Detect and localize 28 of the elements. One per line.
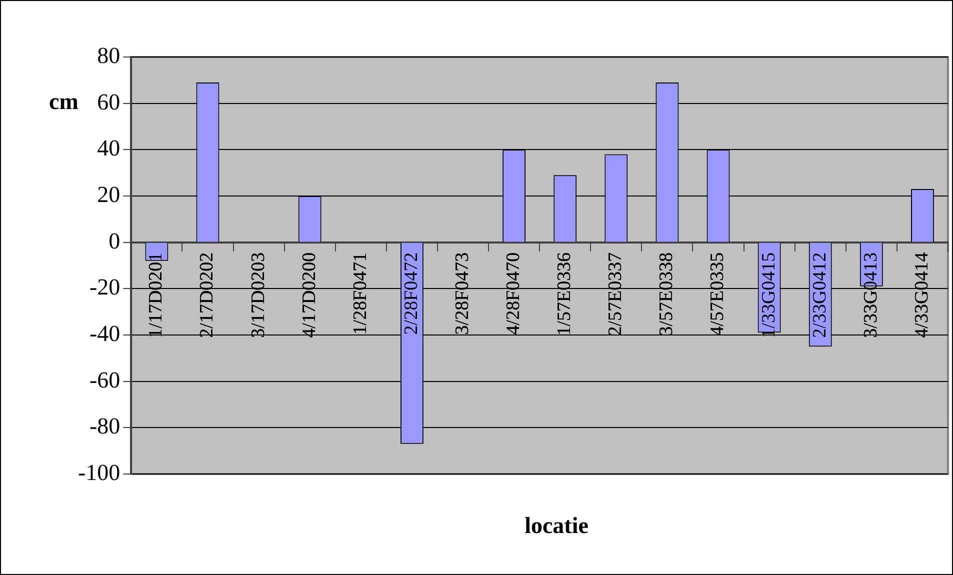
y-tick-label: 0 xyxy=(108,228,120,254)
x-tick-label: 3/33G0413 xyxy=(860,252,882,338)
x-tick-label: 1/33G0415 xyxy=(758,252,780,338)
y-tick-label: -40 xyxy=(89,321,120,346)
x-tick-label: 2/57E0337 xyxy=(605,252,626,336)
x-tick-label: 2/28F0472 xyxy=(400,252,422,335)
x-tick-label: 4/28F0470 xyxy=(503,252,524,335)
y-tick-label: 20 xyxy=(97,182,120,208)
y-tick-label: 60 xyxy=(97,89,120,114)
y-tick-label: -60 xyxy=(89,367,120,392)
x-tick-label: 2/17D0202 xyxy=(196,252,218,338)
x-tick-label: 3/17D0203 xyxy=(248,252,269,338)
x-tick-label: 1/28F0471 xyxy=(350,252,371,335)
x-tick-label: 1/57E0336 xyxy=(554,252,576,336)
x-tick-label: 3/57E0338 xyxy=(656,252,678,336)
y-tick-label: -80 xyxy=(89,414,120,439)
x-axis-title: locatie xyxy=(524,513,590,539)
y-tick-label: 80 xyxy=(97,43,120,68)
y-tick-label: -100 xyxy=(78,460,120,486)
x-tick-label: 4/33G0414 xyxy=(911,252,932,338)
x-tick-label: 1/17D0201 xyxy=(146,252,167,338)
x-tick-label: 4/57E0335 xyxy=(707,252,728,336)
x-tick-label: 2/33G0412 xyxy=(809,252,830,338)
x-tick-label: 3/28F0473 xyxy=(452,252,473,335)
y-axis-title: cm xyxy=(49,89,78,115)
y-tick-label: 40 xyxy=(97,136,120,161)
y-tick-label: -20 xyxy=(89,274,120,300)
x-tick-label: 4/17D0200 xyxy=(298,252,320,338)
